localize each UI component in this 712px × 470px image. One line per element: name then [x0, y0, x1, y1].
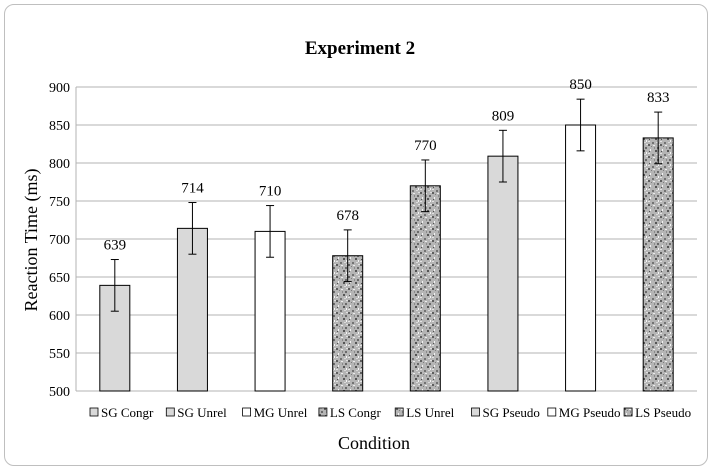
legend-swatch: [394, 407, 404, 417]
grid-lines: [75, 86, 697, 392]
legend-label: LS Congr: [330, 405, 382, 420]
y-tick-label: 900: [49, 81, 70, 96]
data-label: 678: [336, 208, 359, 224]
legend-swatch: [318, 407, 328, 417]
legend: SG Congr SG Unrel MG Unrel LS Congr LS Unrel…: [89, 405, 691, 420]
data-label: 770: [414, 138, 437, 154]
legend-label: MG Unrel: [254, 405, 308, 420]
legend-swatch: [623, 407, 633, 417]
legend-swatch: [547, 407, 557, 417]
error-bars: [110, 98, 663, 312]
y-axis-title: Reaction Time (ms): [21, 168, 42, 311]
legend-label: SG Pseudo: [483, 405, 540, 420]
y-tick-labels: 500 550 600 650 700 750 800 850 900: [49, 81, 70, 400]
x-axis-title: Condition: [338, 433, 410, 453]
bar: [642, 137, 674, 392]
y-tick-label: 550: [49, 347, 70, 362]
bar: [176, 227, 208, 392]
data-label: 639: [104, 238, 127, 254]
y-tick-label: 500: [49, 385, 70, 400]
data-labels: 639 714 710 678 770 809 850 833: [104, 77, 670, 253]
data-label: 809: [492, 108, 515, 124]
bar: [565, 124, 597, 392]
bar: [487, 155, 519, 392]
legend-swatch: [165, 407, 175, 417]
y-tick-label: 750: [49, 195, 70, 210]
y-tick-label: 850: [49, 119, 70, 134]
bar: [409, 185, 441, 392]
legend-label: SG Congr: [101, 405, 154, 420]
y-tick-label: 800: [49, 157, 70, 172]
legend-label: MG Pseudo: [559, 405, 621, 420]
legend-swatch: [471, 407, 480, 417]
legend-label: LS Unrel: [406, 405, 454, 420]
data-label: 850: [569, 77, 592, 93]
chart-title: Experiment 2: [305, 38, 415, 59]
y-tick-label: 700: [49, 233, 70, 248]
bars: [99, 124, 674, 392]
data-label: 710: [259, 184, 282, 200]
legend-label: LS Pseudo: [635, 405, 691, 420]
legend-swatch: [242, 407, 252, 417]
y-tick-label: 650: [49, 271, 70, 286]
data-label: 833: [647, 90, 670, 106]
legend-swatch: [89, 407, 99, 417]
data-label: 714: [181, 181, 204, 197]
legend-label: SG Unrel: [177, 405, 227, 420]
bar: [254, 230, 286, 392]
y-tick-label: 600: [49, 309, 70, 324]
